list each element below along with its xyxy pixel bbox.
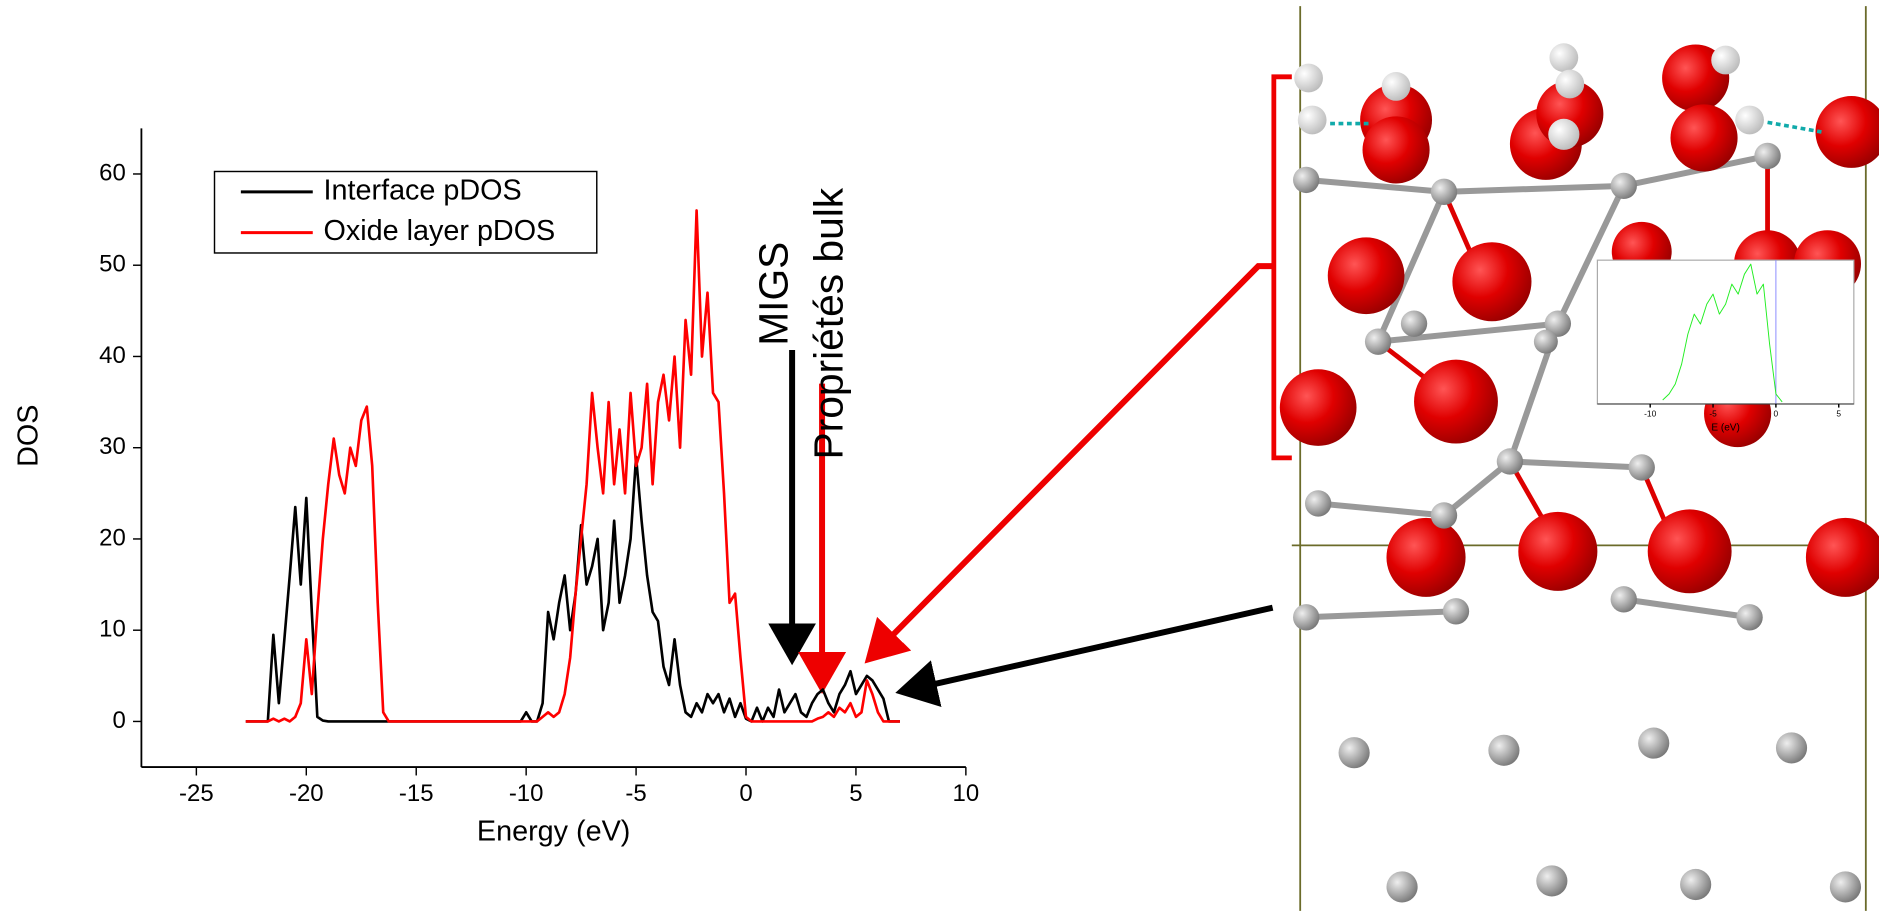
x-axis-label: Energy (eV): [477, 816, 630, 848]
x-tick-label: -20: [289, 780, 324, 807]
y-axis-label: DOS: [13, 405, 45, 467]
legend-label: Oxide layer pDOS: [324, 215, 556, 247]
plot: -25 -20 -15 -10 -5 0 5 10 0 10 20 30 40 50 60 Energy (e…: [13, 128, 980, 847]
data-line: [246, 210, 900, 721]
structure-image: [1274, 6, 1879, 911]
data-line: [246, 457, 900, 722]
y-tick-label: 50: [99, 251, 126, 278]
x-tick-label: -5: [625, 780, 646, 807]
y-tick-label: 0: [112, 707, 125, 734]
x-tick-label: -25: [179, 780, 214, 807]
x-tick-label: -5: [1709, 408, 1717, 418]
annotation: Propriétés bulk: [805, 187, 851, 459]
annotation-arrows: [792, 266, 1274, 691]
y-tick-label: 30: [99, 433, 126, 460]
x-tick-label: 0: [1774, 408, 1779, 418]
x-tick-label: 10: [953, 780, 980, 807]
x-tick-label: -15: [399, 780, 434, 807]
x-tick-label: -10: [1644, 408, 1656, 418]
x-tick-label: -10: [509, 780, 544, 807]
y-tick-label: 60: [99, 159, 126, 186]
annotation: MIGS: [750, 242, 796, 346]
x-tick-label: 5: [1836, 408, 1841, 418]
y-tick-label: 40: [99, 342, 126, 369]
x-tick-label: 5: [849, 780, 862, 807]
figure: -25-20-15-10-505100102030405060Energy (e…: [0, 0, 1879, 911]
y-tick-label: 20: [99, 524, 126, 551]
y-tick-label: 10: [99, 616, 126, 643]
x-tick-label: 0: [739, 780, 752, 807]
x-axis-label: E (eV): [1711, 422, 1739, 433]
page: -25-20-15-10-505100102030405060Energy (e…: [0, 0, 1879, 911]
legend-label: Interface pDOS: [324, 174, 522, 206]
